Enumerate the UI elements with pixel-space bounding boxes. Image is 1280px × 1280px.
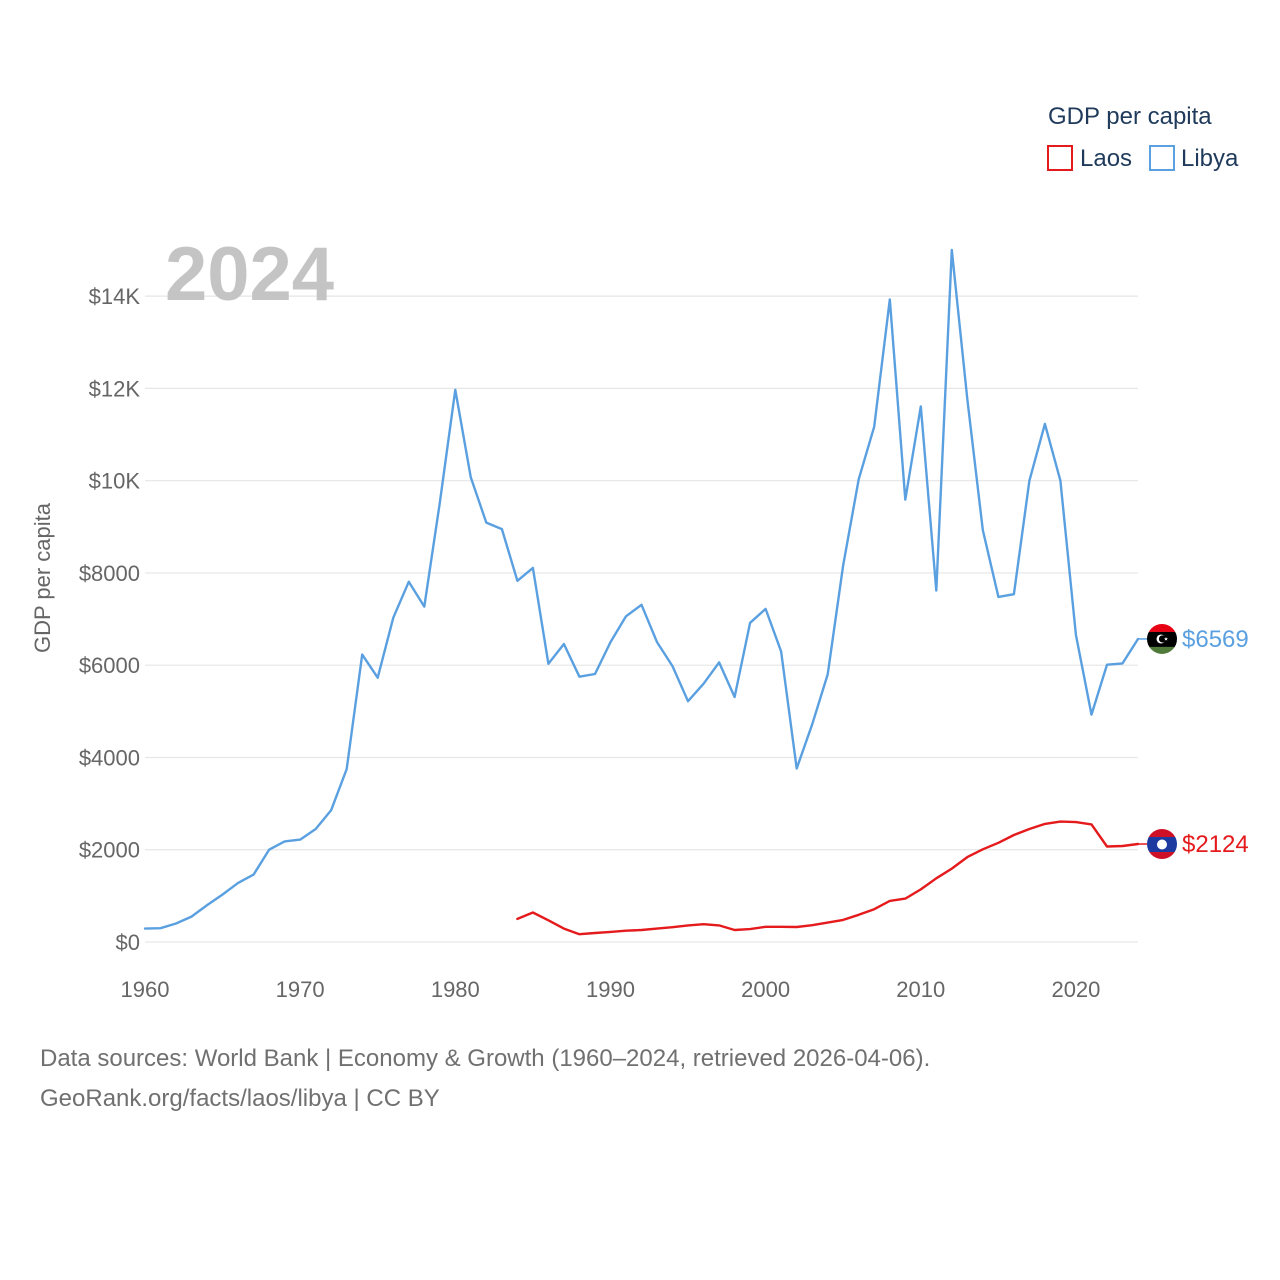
y-tick-label-5: $10K [89,469,141,494]
y-tick-label-0: $0 [116,930,140,955]
laos-flag-icon [1147,829,1177,860]
x-tick-label-4: 2000 [741,977,790,1002]
y-axis-ticks: $0 $2000 $4000 $6000 $8000 $10K $12K $14K [79,284,141,955]
y-tick-label-7: $14K [89,284,141,309]
x-tick-label-0: 1960 [121,977,170,1002]
footer-sources: Data sources: World Bank | Economy & Gro… [40,1045,931,1072]
grid-lines [145,295,1138,943]
footer-credit: GeoRank.org/facts/laos/libya | CC BY [40,1085,440,1112]
x-tick-label-2: 1980 [431,977,480,1002]
x-tick-label-6: 2020 [1051,977,1100,1002]
y-tick-label-4: $8000 [79,561,140,586]
legend-label-libya: Libya [1181,145,1239,172]
y-axis-label: GDP per capita [30,502,55,653]
series-lines [143,248,1147,936]
y-tick-label-2: $4000 [79,745,140,770]
y-tick-label-6: $12K [89,376,141,401]
y-tick-label-1: $2000 [79,838,140,863]
series-line-laos [516,820,1140,936]
libya-end-value-label: $6569 [1182,626,1249,653]
laos-end-value-label: $2124 [1182,831,1249,858]
x-tick-label-5: 2010 [896,977,945,1002]
year-label: 2024 [165,232,334,317]
legend-label-laos: Laos [1080,145,1132,172]
y-tick-label-3: $6000 [79,653,140,678]
series-line-libya [143,248,1140,930]
legend-swatch-libya [1149,145,1175,171]
libya-flag-icon [1147,623,1177,654]
x-axis-ticks: 1960 1970 1980 1990 2000 2010 2020 [121,977,1101,1002]
legend-title: GDP per capita [1048,103,1212,130]
x-tick-label-3: 1990 [586,977,635,1002]
x-tick-label-1: 1970 [276,977,325,1002]
legend-swatch-laos [1047,145,1073,171]
legend: GDP per capita Laos Libya [1047,103,1239,172]
